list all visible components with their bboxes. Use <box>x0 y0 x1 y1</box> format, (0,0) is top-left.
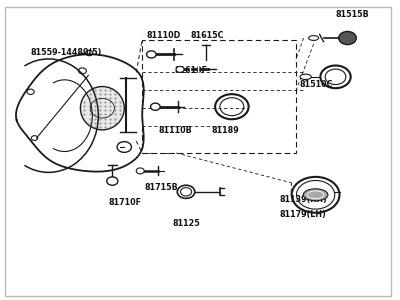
Text: 81139(RH): 81139(RH) <box>280 195 328 204</box>
Text: 81559-14480(5): 81559-14480(5) <box>30 49 102 58</box>
Ellipse shape <box>80 86 124 130</box>
Text: 81715B: 81715B <box>144 183 178 192</box>
Circle shape <box>339 32 356 45</box>
Text: 81110D: 81110D <box>146 31 180 40</box>
Text: 81610F: 81610F <box>174 66 207 75</box>
Text: 81515B: 81515B <box>336 10 369 19</box>
Text: 81110B: 81110B <box>158 126 192 135</box>
Circle shape <box>107 177 118 185</box>
Circle shape <box>150 103 160 110</box>
Bar <box>142 40 296 153</box>
Text: 81179(LH): 81179(LH) <box>280 210 326 219</box>
Ellipse shape <box>300 74 311 80</box>
Circle shape <box>177 185 195 198</box>
Ellipse shape <box>309 36 318 40</box>
Circle shape <box>117 142 132 152</box>
Ellipse shape <box>303 189 328 201</box>
Text: 81189: 81189 <box>212 126 240 135</box>
Text: 81615C: 81615C <box>190 31 224 40</box>
Text: 81125: 81125 <box>172 219 200 228</box>
Circle shape <box>136 168 144 174</box>
Text: 81510C: 81510C <box>300 80 333 89</box>
Circle shape <box>176 66 184 72</box>
Circle shape <box>146 51 156 58</box>
Text: 81710F: 81710F <box>108 198 141 207</box>
